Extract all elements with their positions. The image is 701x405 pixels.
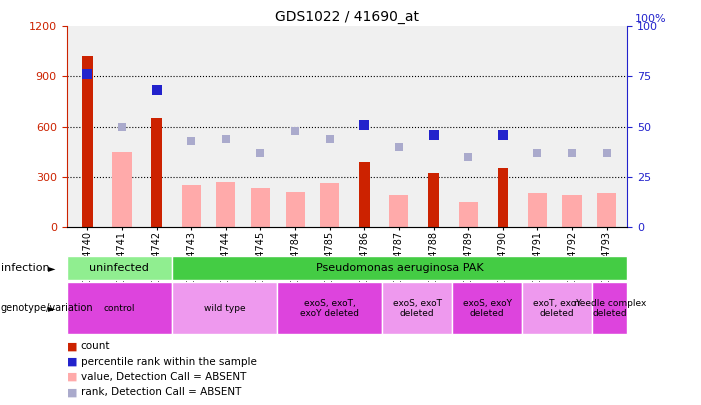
Text: exoS, exoT
deleted: exoS, exoT deleted	[393, 298, 442, 318]
Bar	[498, 168, 508, 227]
Text: genotype/variation: genotype/variation	[1, 303, 93, 313]
Title: GDS1022 / 41690_at: GDS1022 / 41690_at	[275, 10, 419, 24]
Bar	[528, 194, 547, 227]
Bar	[217, 182, 236, 227]
Bar	[277, 282, 382, 334]
Bar	[112, 151, 132, 227]
Text: percentile rank within the sample: percentile rank within the sample	[81, 357, 257, 367]
Bar	[151, 118, 162, 227]
Bar	[562, 195, 582, 227]
Bar	[285, 192, 305, 227]
Text: ■: ■	[67, 388, 77, 397]
Text: ►: ►	[48, 303, 55, 313]
Text: Pseudomonas aeruginosa PAK: Pseudomonas aeruginosa PAK	[315, 263, 484, 273]
Bar	[597, 194, 616, 227]
Bar	[82, 56, 93, 227]
Bar	[428, 173, 439, 227]
Text: needle complex
deleted: needle complex deleted	[573, 298, 646, 318]
Bar	[592, 282, 627, 334]
Text: 100%: 100%	[634, 13, 666, 23]
Bar	[67, 282, 172, 334]
Bar	[522, 282, 592, 334]
Bar	[389, 195, 409, 227]
Bar	[320, 183, 339, 227]
Bar	[251, 188, 270, 227]
Text: wild type: wild type	[203, 304, 245, 313]
Bar	[359, 162, 369, 227]
Text: exoT, exoY
deleted: exoT, exoY deleted	[533, 298, 582, 318]
Bar	[67, 256, 172, 280]
Text: uninfected: uninfected	[89, 263, 149, 273]
Text: control: control	[104, 304, 135, 313]
Bar	[182, 185, 200, 227]
Text: count: count	[81, 341, 110, 351]
Text: infection: infection	[1, 263, 49, 273]
Text: exoS, exoT,
exoY deleted: exoS, exoT, exoY deleted	[300, 298, 359, 318]
Bar	[458, 202, 477, 227]
Text: value, Detection Call = ABSENT: value, Detection Call = ABSENT	[81, 372, 246, 382]
Text: ■: ■	[67, 357, 77, 367]
Text: ■: ■	[67, 341, 77, 351]
Text: rank, Detection Call = ABSENT: rank, Detection Call = ABSENT	[81, 388, 241, 397]
Text: ■: ■	[67, 372, 77, 382]
Bar	[172, 256, 627, 280]
Bar	[172, 282, 277, 334]
Bar	[452, 282, 522, 334]
Text: ►: ►	[48, 263, 55, 273]
Text: exoS, exoY
deleted: exoS, exoY deleted	[463, 298, 512, 318]
Bar	[382, 282, 452, 334]
